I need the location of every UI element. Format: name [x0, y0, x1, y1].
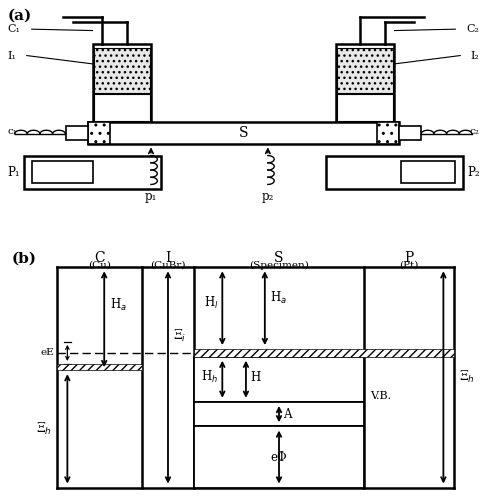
- Text: Ξ$_h$: Ξ$_h$: [459, 370, 474, 386]
- Bar: [194, 426, 364, 488]
- Text: (b): (b): [12, 251, 37, 265]
- Text: eΦ: eΦ: [271, 450, 287, 464]
- Bar: [194, 402, 364, 426]
- Text: (Cu): (Cu): [88, 261, 111, 270]
- Text: S: S: [274, 251, 284, 265]
- Text: I: I: [165, 251, 170, 265]
- Text: H$_a$: H$_a$: [270, 290, 286, 306]
- Text: I₂: I₂: [471, 50, 480, 60]
- Text: p₂: p₂: [262, 190, 274, 203]
- Bar: [377, 122, 399, 144]
- Bar: [337, 94, 393, 121]
- Text: C₁: C₁: [7, 24, 20, 34]
- Text: H$_a$: H$_a$: [110, 296, 127, 312]
- Text: H$_h$: H$_h$: [202, 370, 219, 386]
- Text: P₁: P₁: [7, 166, 20, 178]
- Bar: [401, 161, 455, 184]
- Text: p₁: p₁: [145, 190, 157, 203]
- Text: C: C: [94, 251, 105, 265]
- Text: H$_l$: H$_l$: [204, 294, 219, 310]
- Bar: [57, 364, 142, 370]
- Bar: [88, 122, 399, 144]
- Bar: [337, 48, 393, 92]
- Bar: [93, 44, 151, 122]
- Text: V.B.: V.B.: [370, 390, 391, 400]
- Text: Ξ$_i$: Ξ$_i$: [173, 328, 186, 344]
- Text: H: H: [251, 371, 261, 384]
- Bar: [32, 161, 93, 184]
- Text: (a): (a): [7, 8, 32, 22]
- Bar: [336, 44, 394, 122]
- Bar: [24, 156, 161, 189]
- Text: P₂: P₂: [467, 166, 480, 178]
- Text: Ξ$_h$: Ξ$_h$: [37, 421, 52, 437]
- Text: S: S: [239, 126, 248, 140]
- Text: (CuBr): (CuBr): [150, 261, 186, 270]
- Text: eE: eE: [41, 348, 55, 358]
- Bar: [94, 94, 150, 121]
- Bar: [399, 126, 421, 140]
- Bar: [194, 349, 454, 356]
- Text: C₂: C₂: [467, 24, 480, 34]
- Text: P: P: [404, 251, 413, 265]
- Text: A: A: [283, 408, 291, 420]
- Bar: [94, 48, 150, 92]
- Text: c₂: c₂: [470, 126, 480, 136]
- Text: (Pt): (Pt): [399, 261, 419, 270]
- Bar: [66, 126, 88, 140]
- Bar: [326, 156, 463, 189]
- Bar: [194, 356, 364, 402]
- Text: (Specimen): (Specimen): [249, 261, 309, 270]
- Bar: [88, 122, 110, 144]
- Text: I₁: I₁: [7, 50, 16, 60]
- Text: c₁: c₁: [7, 126, 17, 136]
